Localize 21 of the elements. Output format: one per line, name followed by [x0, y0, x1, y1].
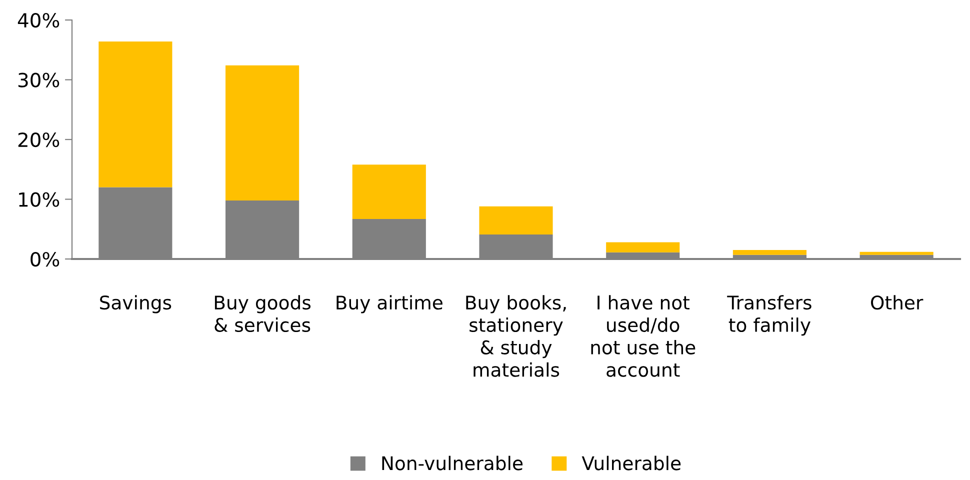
bar — [606, 242, 680, 252]
y-tick-label: 30% — [18, 72, 60, 88]
y-tick-label: 40% — [18, 12, 60, 28]
bar — [860, 252, 934, 255]
bar — [352, 164, 426, 219]
x-tick-label: Buy books, stationery & study materials — [466, 295, 566, 377]
bar — [98, 42, 172, 188]
y-tick-label: 20% — [18, 132, 60, 148]
legend-label: Vulnerable — [582, 456, 681, 470]
x-tick-label: Buy goods & services — [214, 295, 311, 332]
x-tick-label: I have not used/do not use the account — [591, 295, 696, 377]
y-tick-label: 0% — [30, 252, 60, 267]
x-tick-label: Buy airtime — [336, 295, 442, 314]
legend-label: Non-vulnerable — [382, 456, 523, 470]
bar — [225, 65, 300, 200]
x-tick-label: Transfers to family — [727, 295, 812, 336]
bar — [732, 250, 807, 255]
bar — [479, 206, 553, 234]
x-tick-label: Other — [871, 295, 924, 310]
x-tick-label: Savings — [100, 295, 172, 314]
y-tick-label: 10% — [19, 192, 60, 207]
